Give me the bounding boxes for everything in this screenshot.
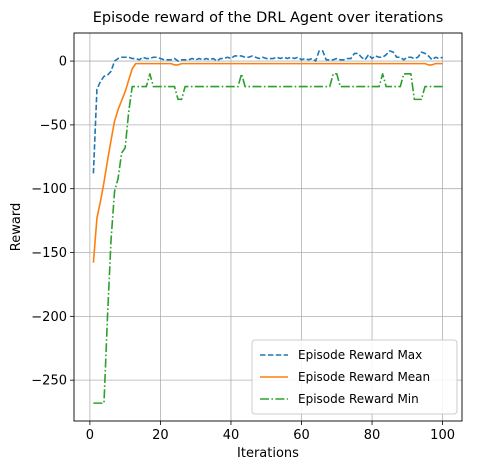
y-tick-label: −100 <box>31 182 67 197</box>
legend-label-min: Episode Reward Min <box>298 392 419 406</box>
legend-label-mean: Episode Reward Mean <box>298 370 430 384</box>
series-line-1 <box>92 50 443 174</box>
x-axis-ticks: 0 20 40 60 80 100 <box>86 421 455 443</box>
y-tick-label: −200 <box>31 310 67 325</box>
grid-lines <box>74 33 462 421</box>
x-tick-label: 20 <box>152 428 169 443</box>
x-axis-title: Iterations <box>237 446 299 461</box>
x-tick-label: 80 <box>364 428 381 443</box>
y-tick-label: −250 <box>31 374 67 389</box>
series-lines <box>92 50 443 404</box>
y-tick-label: −150 <box>31 246 67 261</box>
x-tick-label: 60 <box>293 428 310 443</box>
legend: Episode Reward Max Episode Reward Mean E… <box>251 339 458 415</box>
series-line-2 <box>92 62 443 263</box>
legend-label-max: Episode Reward Max <box>298 348 422 362</box>
x-tick-label: 0 <box>86 428 94 443</box>
y-tick-label: −50 <box>40 118 67 133</box>
y-axis-title: Reward <box>9 203 24 251</box>
series-line-3 <box>93 73 443 404</box>
y-tick-label: 0 <box>59 55 67 70</box>
x-tick-label: 40 <box>223 428 240 443</box>
x-tick-label: 100 <box>430 428 455 443</box>
chart-title: Episode reward of the DRL Agent over ite… <box>93 10 444 26</box>
plot-frame <box>73 32 463 422</box>
legend-box <box>251 339 458 415</box>
y-axis-ticks: 0 −50 −100 −150 −200 −250 <box>31 55 74 389</box>
